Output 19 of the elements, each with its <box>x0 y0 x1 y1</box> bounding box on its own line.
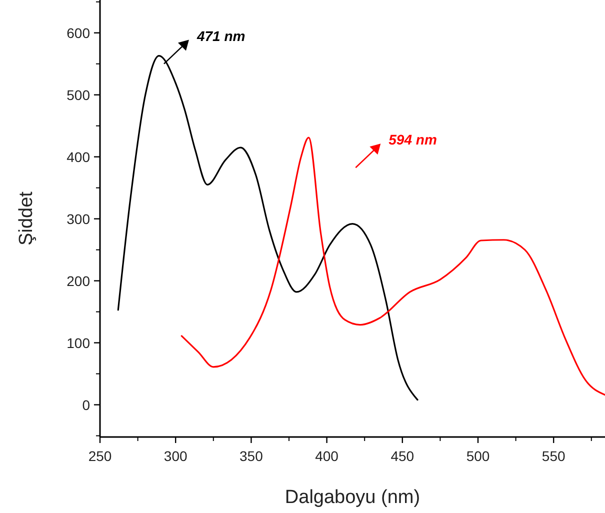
x-axis-title: Dalgaboyu (nm) <box>284 487 420 508</box>
x-tick-label: 450 <box>390 448 414 464</box>
y-tick-label: 200 <box>66 272 90 289</box>
x-tick-label: 550 <box>542 448 566 464</box>
y-tick-label: 500 <box>66 86 90 103</box>
y-axis-title: Şiddet <box>16 190 37 246</box>
y-tick-label: 600 <box>66 24 90 41</box>
x-tick-label: 250 <box>88 448 112 464</box>
y-tick-label: 400 <box>66 148 90 165</box>
x-tick-label: 400 <box>315 448 339 464</box>
x-tick-label: 300 <box>164 448 188 464</box>
annotation: 594 nm <box>388 132 437 148</box>
x-tick-label: 350 <box>240 448 264 464</box>
y-tick-label: 100 <box>66 334 90 351</box>
y-tick-label: 300 <box>66 210 90 227</box>
y-tick-label: 0 <box>82 396 90 413</box>
annotation: 471 nm <box>196 28 246 44</box>
x-tick-label: 500 <box>466 448 490 464</box>
line-series <box>180 136 605 396</box>
